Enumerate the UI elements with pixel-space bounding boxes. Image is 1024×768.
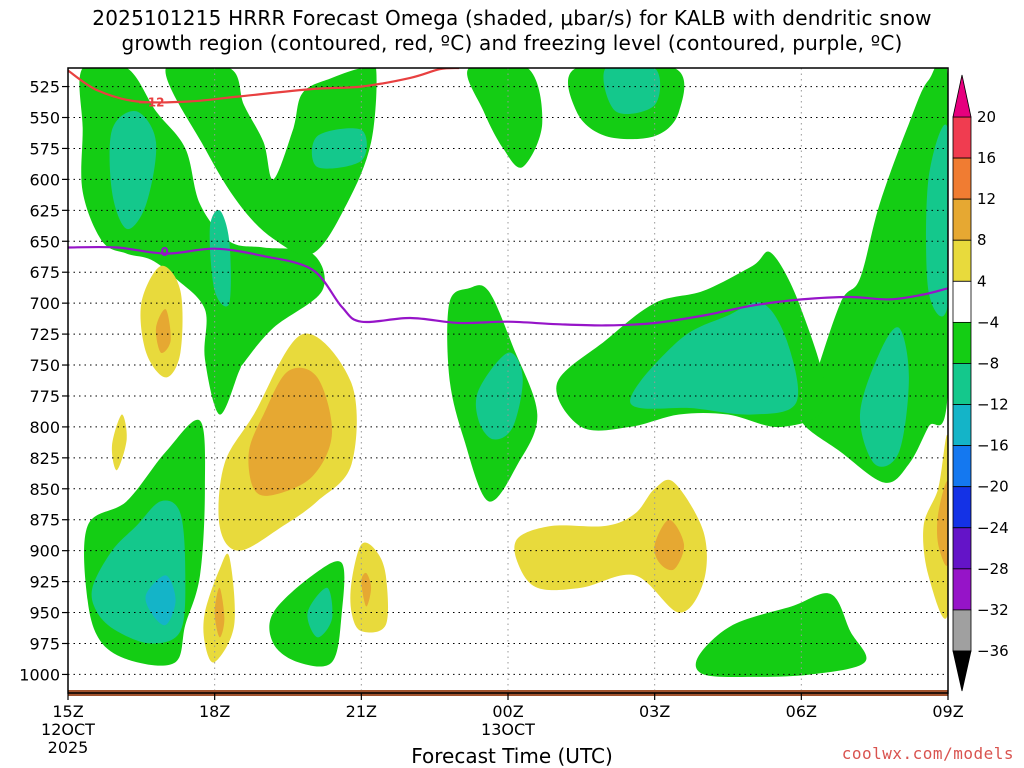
x-tick-label: 03Z [639, 702, 670, 721]
colorbar-label: 12 [977, 190, 996, 208]
chart-title-line2: growth region (contoured, red, ºC) and f… [121, 31, 903, 55]
omega-region-32 [654, 519, 685, 571]
y-axis-ticks: 525 550 575 600 625 650 675 700 725 750 775 800 825 8… [19, 78, 68, 684]
y-tick-label: 725 [29, 325, 60, 344]
colorbar-label: −4 [977, 313, 999, 331]
colorbar-band [952, 239, 972, 282]
colorbar-label: 16 [977, 149, 996, 167]
omega-region-26 [514, 479, 707, 613]
y-tick-label: 850 [29, 480, 60, 499]
colorbar-band [952, 157, 972, 200]
y-tick-label: 700 [29, 294, 60, 313]
y-tick-label: 625 [29, 201, 60, 220]
colorbar-label: 4 [977, 272, 987, 290]
colorbar-label: −20 [977, 478, 1009, 496]
omega-region-22 [111, 414, 127, 471]
x-tick-label: 21Z [346, 702, 377, 721]
omega-region-8 [269, 561, 345, 667]
y-tick-label: 550 [29, 109, 60, 128]
omega-shading [79, 68, 948, 678]
omega-region-30 [214, 587, 225, 638]
omega-region-14 [630, 302, 799, 415]
omega-region-27 [923, 435, 948, 619]
x-tick-label: 06Z [786, 702, 817, 721]
omega-region-33 [937, 481, 948, 566]
omega-region-10 [109, 110, 157, 230]
x-tick-label: 00Z [492, 702, 523, 721]
omega-region-9 [695, 593, 867, 678]
colorbar-label: −28 [977, 560, 1009, 578]
colorbar-label: −36 [977, 642, 1009, 660]
colorbar-band [952, 486, 972, 529]
colorbar-label: −16 [977, 437, 1009, 455]
y-tick-label: 750 [29, 356, 60, 375]
colorbar-top-arrow [952, 74, 972, 118]
colorbar-band [952, 609, 972, 652]
x-tick-label: 18Z [199, 702, 230, 721]
omega-region-28 [248, 367, 333, 496]
omega-region-1 [165, 68, 377, 255]
colorbar-label: −24 [977, 519, 1009, 537]
y-tick-label: 575 [29, 139, 60, 158]
y-tick-label: 925 [29, 573, 60, 592]
x-tick-year: 2025 [48, 738, 89, 757]
y-tick-label: 800 [29, 418, 60, 437]
y-tick-label: 650 [29, 232, 60, 251]
freezing-level-label: 0 [160, 245, 168, 259]
omega-region-19 [307, 587, 333, 638]
y-tick-label: 825 [29, 449, 60, 468]
dgz-minus-12-label: −12 [138, 95, 165, 109]
credit-text[interactable]: coolwx.com/models [841, 744, 1014, 763]
omega-region-17 [859, 327, 909, 467]
colorbar-label: 8 [977, 231, 987, 249]
colorbar-band [952, 445, 972, 488]
contour-lines: 0 −12 [68, 68, 948, 327]
x-tick-label: 15Z [52, 702, 83, 721]
y-tick-label: 950 [29, 604, 60, 623]
omega-region-16 [926, 124, 948, 317]
colorbar-band [952, 527, 972, 570]
colorbar-band [952, 404, 972, 447]
colorbar-band [952, 116, 972, 159]
colorbar-band [952, 280, 972, 323]
x-tick-date: 13OCT [481, 720, 535, 739]
omega-region-2 [467, 68, 543, 168]
y-tick-label: 875 [29, 511, 60, 530]
y-tick-label: 1000 [19, 665, 60, 684]
y-tick-label: 675 [29, 263, 60, 282]
freezing-level-contour [68, 245, 948, 327]
omega-region-12 [311, 128, 367, 169]
omega-region-31 [361, 572, 372, 607]
y-tick-label: 975 [29, 634, 60, 653]
chart-title: 2025101215 HRRR Forecast Omega (shaded, … [0, 6, 1024, 56]
y-tick-label: 775 [29, 387, 60, 406]
omega-region-15 [603, 68, 661, 114]
colorbar-band [952, 363, 972, 405]
colorbar-bottom-arrow [952, 650, 972, 692]
y-tick-label: 600 [29, 170, 60, 189]
colorbar-label: 20 [977, 108, 996, 126]
omega-region-4 [799, 68, 948, 483]
y-tick-label: 900 [29, 542, 60, 561]
colorbar: 20 16 12 8 4 −4 −8 −12 −16 −20 −24 −28 −32 −36 [952, 74, 1009, 692]
colorbar-band [952, 568, 972, 611]
omega-region-13 [475, 352, 523, 440]
dgz-minus-12-contour [68, 68, 460, 104]
colorbar-label: −8 [977, 354, 999, 372]
colorbar-band [952, 198, 972, 241]
y-tick-label: 525 [29, 78, 60, 97]
x-tick-label: 09Z [932, 702, 963, 721]
omega-region-29 [155, 309, 171, 354]
x-axis-label: Forecast Time (UTC) [411, 744, 613, 768]
colorbar-band [952, 321, 972, 364]
x-tick-date: 12OCT [41, 720, 95, 739]
colorbar-label: −12 [977, 396, 1009, 414]
colorbar-label: −32 [977, 601, 1009, 619]
chart-title-line1: 2025101215 HRRR Forecast Omega (shaded, … [92, 6, 932, 30]
